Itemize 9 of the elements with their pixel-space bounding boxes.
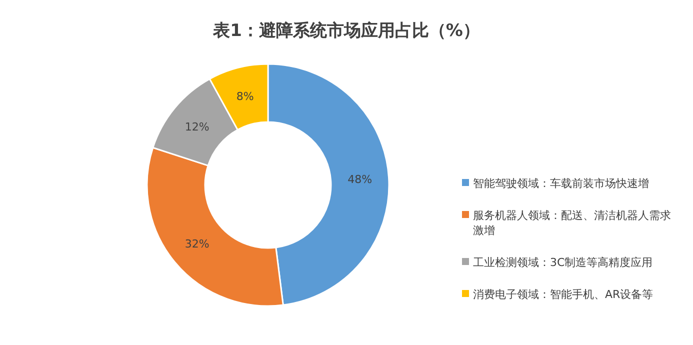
legend-label: 智能驾驶领域：车载前装市场快速增 [473,177,649,190]
legend-label: 消费电子领域：智能手机、AR设备等 [473,288,654,301]
legend-label: 服务机器人领域：配送、清洁机器人需求激增 [473,209,671,237]
data-label: 12% [184,120,210,134]
data-label: 32% [184,238,210,251]
data-label: 8% [236,90,254,103]
data-label: 48% [348,173,372,186]
legend-label: 工业检测领域：3C制造等高精度应用 [473,256,653,269]
chart-title: 表1：避障系统市场应用占比（%） [212,21,480,41]
